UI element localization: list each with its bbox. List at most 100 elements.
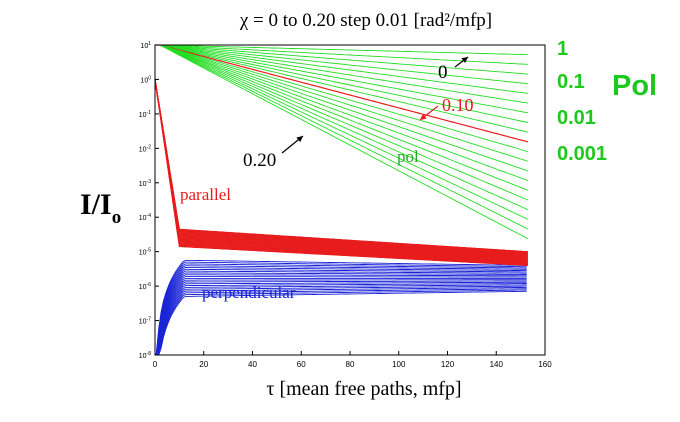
pol-curve [155, 44, 529, 172]
perpendicular-curve [155, 279, 527, 356]
parallel-curve [154, 79, 528, 253]
x-ticks: 0 20 40 60 80 100 120 140 160 [153, 351, 552, 369]
annotation-arrow-head [461, 57, 468, 64]
perpendicular-curve [155, 265, 527, 356]
y-tick-label: 10-6 [139, 282, 151, 291]
pol-curve-highlight [155, 44, 529, 143]
annotation-arrow-head [420, 113, 427, 120]
label-perpendicular: perpendicular [202, 283, 296, 302]
pol-curve [155, 44, 528, 94]
y-tick-label: 101 [140, 41, 151, 50]
perpendicular-curve [155, 274, 527, 356]
perpendicular-curve [156, 288, 527, 356]
parallel-curve [154, 79, 528, 260]
parallel-curve [154, 79, 528, 266]
perpendicular-curve [156, 285, 527, 356]
x-tick-label: 80 [346, 360, 355, 369]
x-tick-label: 160 [538, 360, 552, 369]
pol-axis-label: Pol [612, 70, 657, 102]
parallel-curve [154, 79, 528, 259]
perpendicular-curve [156, 290, 527, 356]
parallel-curve [154, 79, 528, 264]
annotation-chi-0: 0 [438, 62, 448, 83]
pol-curve [155, 44, 528, 85]
parallel-curve [154, 79, 528, 258]
pol-axis-tick-label: 1 [557, 38, 568, 60]
perpendicular-curve [156, 283, 527, 356]
perpendicular-curve [155, 277, 527, 356]
pol-curve [155, 44, 529, 240]
y-tick-label: 10-5 [139, 248, 151, 257]
perpendicular-curve [155, 268, 527, 356]
parallel-curve [154, 79, 528, 257]
parallel-curve [154, 79, 528, 263]
x-tick-label: 100 [392, 360, 406, 369]
perpendicular-curve [155, 263, 527, 356]
y-tick-label: 10-7 [139, 317, 151, 326]
perpendicular-curve [155, 272, 527, 356]
pol-axis-tick-label: 0.1 [557, 71, 585, 93]
x-tick-label: 60 [297, 360, 306, 369]
perpendicular-curve [155, 261, 527, 356]
x-tick-label: 120 [441, 360, 455, 369]
x-tick-label: 140 [490, 360, 504, 369]
perpendicular-curve [155, 281, 527, 356]
parallel-curve [154, 79, 528, 265]
x-axis-label: τ [mean free paths, mfp] [266, 378, 461, 400]
label-pol: pol [397, 147, 419, 166]
annotations: 0 0.10 0.20 pol parallel perpendicular [180, 56, 474, 302]
pol-axis-ticks: 1 0.1 0.01 0.001 [557, 38, 607, 165]
annotation-chi-0-10: 0.10 [442, 95, 474, 115]
y-tick-label: 10-3 [139, 179, 151, 188]
pol-curve [155, 44, 529, 162]
pol-curve [155, 44, 528, 56]
pol-axis-tick-label: 0.001 [557, 143, 607, 165]
parallel-curve [154, 79, 528, 255]
pol-curve [155, 44, 529, 133]
parallel-curve [154, 79, 528, 260]
y-tick-label: 10-1 [139, 110, 151, 119]
pol-curve [155, 44, 529, 230]
chart-title: χ = 0 to 0.20 step 0.01 [rad²/mfp] [239, 10, 492, 31]
annotation-chi-0-20: 0.20 [243, 150, 276, 171]
pol-curve [155, 44, 528, 75]
parallel-curve [154, 79, 528, 262]
y-tick-label: 10-8 [139, 351, 151, 360]
pol-curve [155, 44, 528, 104]
pol-curve [155, 44, 529, 201]
x-tick-label: 20 [199, 360, 208, 369]
pol-curve [155, 44, 529, 191]
parallel-curve [154, 79, 528, 255]
parallel-curve [154, 79, 528, 256]
y-tick-label: 10-2 [139, 144, 151, 153]
parallel-curve [154, 79, 528, 266]
perpendicular-curve [155, 270, 527, 356]
pol-curve [155, 44, 529, 211]
perpendicular-curve [155, 259, 527, 356]
y-ticks: 101 100 10-1 10-2 10-3 10-4 10-5 10-6 10-7 10-8 [139, 41, 159, 360]
parallel-curve [154, 79, 528, 261]
perpendicular-curve [156, 286, 527, 356]
pol-axis-tick-label: 0.01 [557, 107, 596, 129]
parallel-curve [154, 79, 528, 264]
y-tick-label: 100 [140, 75, 151, 84]
y-axis-label-subscript: o [112, 207, 122, 228]
y-tick-label: 10-4 [139, 213, 151, 222]
parallel-curve [154, 79, 528, 258]
pol-curve [155, 44, 528, 114]
annotation-arrow-head [296, 136, 303, 143]
plot-curves [154, 44, 529, 356]
perpendicular-curve [155, 267, 527, 356]
x-tick-label: 0 [153, 360, 158, 369]
parallel-curve [154, 79, 528, 262]
parallel-curve [154, 79, 528, 254]
pol-curve [155, 44, 528, 123]
perpendicular-curve [155, 276, 527, 356]
pol-curve [155, 44, 529, 153]
y-axis-label: I/Io [80, 188, 121, 228]
perpendicular-curve [156, 284, 527, 356]
perpendicular-curve [155, 280, 527, 356]
pol-curve [155, 44, 529, 182]
parallel-curve [154, 79, 528, 253]
